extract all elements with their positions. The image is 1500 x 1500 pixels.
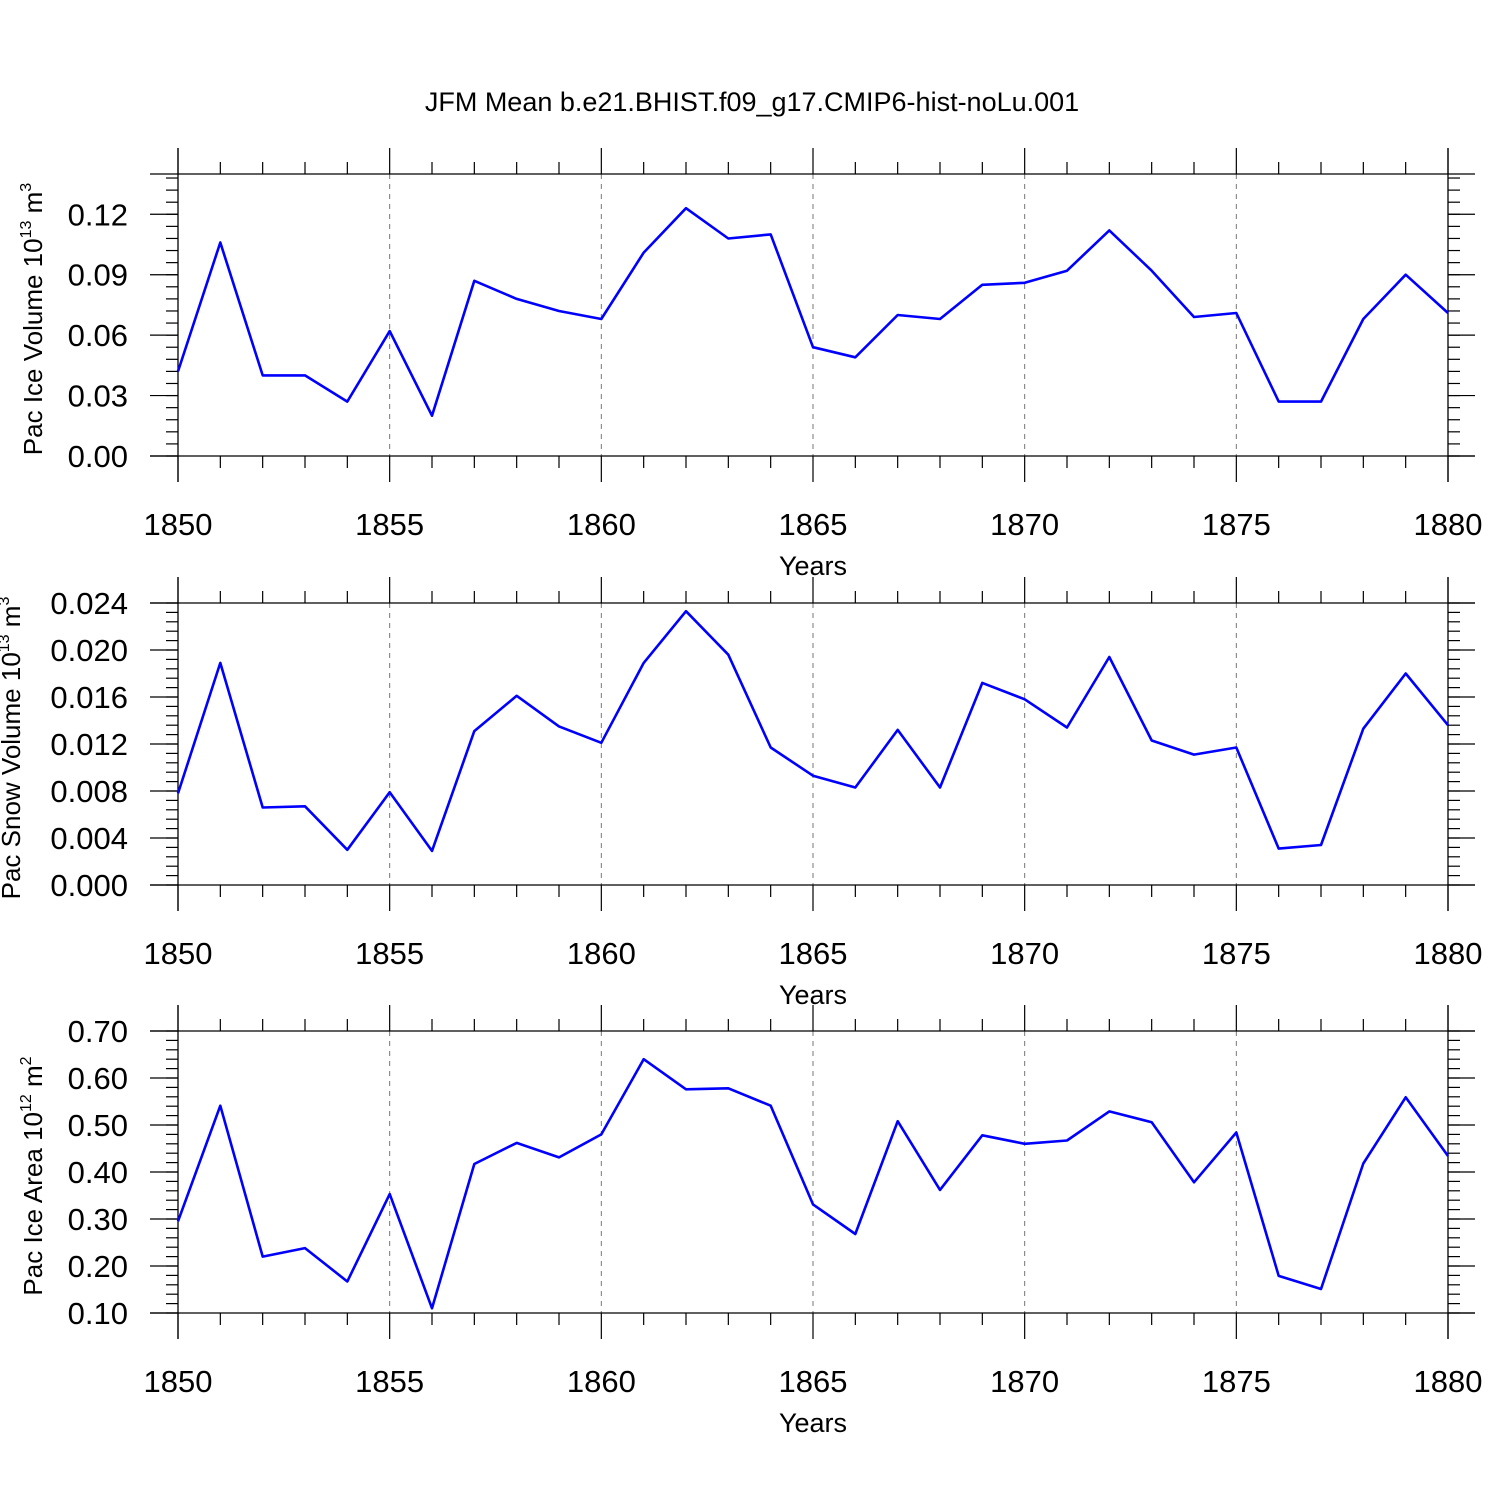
y-tick-label: 0.06 xyxy=(68,318,128,353)
y-tick-label: 0.008 xyxy=(50,774,128,809)
y-axis-title: Pac Ice Area 1012 m2 xyxy=(18,1056,48,1295)
x-tick-label: 1855 xyxy=(355,507,424,542)
x-axis-title: Years xyxy=(779,551,847,581)
y-tick-label: 0.12 xyxy=(68,197,128,232)
x-tick-label: 1865 xyxy=(779,936,848,971)
x-tick-label: 1855 xyxy=(355,1364,424,1399)
x-axis-title: Years xyxy=(779,1408,847,1438)
y-tick-label: 0.10 xyxy=(68,1296,128,1331)
series-line xyxy=(176,206,1449,418)
y-axis-title: Pac Ice Volume 1013 m3 xyxy=(18,183,48,456)
x-tick-label: 1860 xyxy=(567,936,636,971)
x-tick-label: 1850 xyxy=(144,936,213,971)
y-tick-label: 0.020 xyxy=(50,633,128,668)
chart-title: JFM Mean b.e21.BHIST.f09_g17.CMIP6-hist-… xyxy=(425,87,1079,117)
x-tick-label: 1865 xyxy=(779,507,848,542)
x-tick-label: 1880 xyxy=(1414,936,1483,971)
x-tick-label: 1870 xyxy=(990,507,1059,542)
y-tick-label: 0.016 xyxy=(50,680,128,715)
y-tick-label: 0.50 xyxy=(68,1108,128,1143)
y-tick-label: 0.30 xyxy=(68,1202,128,1237)
x-tick-label: 1875 xyxy=(1202,936,1271,971)
y-tick-label: 0.00 xyxy=(68,439,128,474)
x-tick-label: 1855 xyxy=(355,936,424,971)
y-tick-label: 0.024 xyxy=(50,586,128,621)
panels: 1850 1855 1860 1865 1870 1875 1880 Years 0.00 0.0… xyxy=(0,148,1482,1438)
y-tick-label: 0.004 xyxy=(50,821,128,856)
y-tick-label: 0.60 xyxy=(68,1061,128,1096)
x-tick-label: 1860 xyxy=(567,507,636,542)
y-tick-label: 0.40 xyxy=(68,1155,128,1190)
y-tick-label: 0.09 xyxy=(68,258,128,293)
series-line xyxy=(176,609,1450,853)
y-tick-label: 0.03 xyxy=(68,379,128,414)
y-tick-label: 0.000 xyxy=(50,868,128,903)
x-tick-label: 1870 xyxy=(990,1364,1059,1399)
x-tick-label: 1850 xyxy=(144,1364,213,1399)
x-tick-label: 1875 xyxy=(1202,507,1271,542)
y-tick-label: 0.70 xyxy=(68,1014,128,1049)
y-axis-title: Pac Snow Volume 1013 m3 xyxy=(0,597,26,900)
x-tick-label: 1870 xyxy=(990,936,1059,971)
y-tick-label: 0.012 xyxy=(50,727,128,762)
panel-3: 1850 1855 1860 1865 1870 1875 1880 Years 0.10 0.2… xyxy=(18,1005,1482,1438)
x-tick-label: 1875 xyxy=(1202,1364,1271,1399)
panel-1: 1850 1855 1860 1865 1870 1875 1880 Years 0.00 0.0… xyxy=(18,148,1482,581)
x-tick-label: 1880 xyxy=(1414,1364,1483,1399)
panel-2: 1850 1855 1860 1865 1870 1875 1880Years0.0000.… xyxy=(0,577,1482,1010)
x-tick-label: 1865 xyxy=(779,1364,848,1399)
x-tick-label: 1850 xyxy=(144,507,213,542)
x-tick-label: 1880 xyxy=(1414,507,1483,542)
x-tick-label: 1860 xyxy=(567,1364,636,1399)
y-tick-label: 0.20 xyxy=(68,1249,128,1284)
series-line xyxy=(176,1057,1450,1310)
